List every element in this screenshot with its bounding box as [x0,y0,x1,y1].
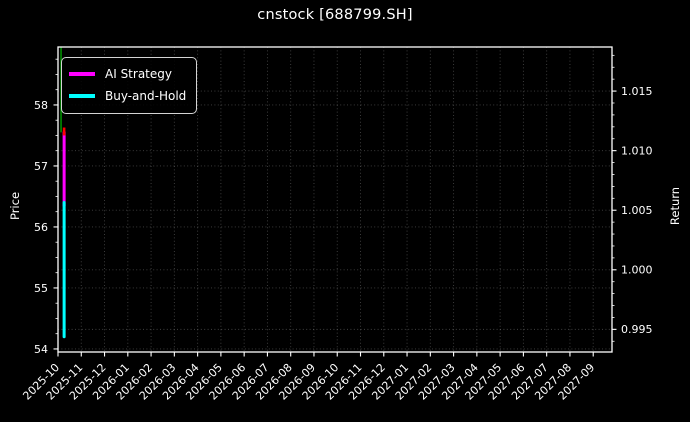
y-tick-label-right: 1.015 [621,85,653,98]
ai-strategy-line-swatch [69,72,95,76]
y-tick-label-left: 55 [34,282,48,295]
y-tick-label-right: 1.000 [621,264,653,277]
legend-label: Buy-and-Hold [105,89,187,103]
y-tick-label-left: 57 [34,160,48,173]
chart-title: cnstock [688799.SH] [257,7,413,23]
y-axis-label-left: Price [8,191,22,221]
y-tick-label-left: 54 [34,343,48,356]
plot-spines [57,46,613,353]
legend-item-buy-and-hold: Buy-and-Hold [69,85,186,107]
legend-label: AI Strategy [105,67,172,81]
legend: AI Strategy Buy-and-Hold [61,57,198,114]
legend-item-ai-strategy: AI Strategy [69,63,186,85]
y-tick-label-right: 1.010 [621,144,653,157]
buy-and-hold-line-swatch [69,94,95,98]
y-tick-label-left: 58 [34,99,48,112]
y-axis-label-right: Return [668,186,682,226]
y-tick-label-left: 56 [34,221,48,234]
y-tick-label-right: 1.005 [621,204,653,217]
y-tick-label-right: 0.995 [621,323,653,336]
